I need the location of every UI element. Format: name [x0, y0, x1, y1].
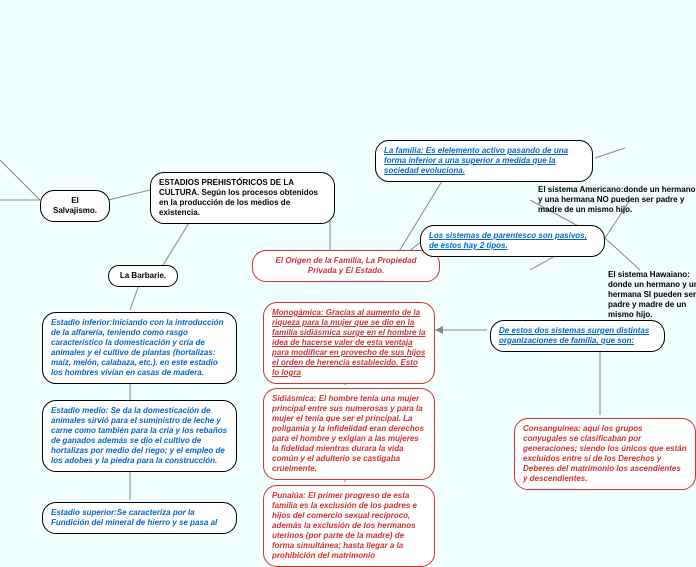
label: Estadio medio: Se da la domesticación de… [51, 406, 227, 465]
node-sistemas[interactable]: Los sistemas de parentesco son pasivos, … [420, 225, 605, 257]
label: Los sistemas de parentesco son pasivos, … [429, 231, 587, 250]
node-sidiasmica[interactable]: Sidiásmica: El hombre tenía una mujer pr… [263, 388, 435, 480]
concept-map: El Salvajismo. ESTADIOS PREHISTÓRICOS DE… [0, 0, 696, 520]
label: La Barbarie. [120, 271, 166, 280]
node-medio[interactable]: Estadio medio: Se da la domesticación de… [42, 400, 237, 472]
node-inferior[interactable]: Estadio inferior:Iniciando con la introd… [42, 312, 237, 384]
node-consanguinea[interactable]: Consanguínea: aquí los grupos conyugales… [514, 418, 696, 490]
label: El Origen de la Familia, La Propiedad Pr… [276, 256, 417, 275]
node-barbarie[interactable]: La Barbarie. [108, 265, 178, 287]
node-origen[interactable]: El Origen de la Familia, La Propiedad Pr… [252, 250, 440, 282]
label: Consanguínea: aquí los grupos conyugales… [523, 424, 687, 483]
label: ESTADIOS PREHISTÓRICOS DE LA CULTURA. Se… [159, 178, 318, 217]
node-salvajismo[interactable]: El Salvajismo. [40, 190, 110, 222]
label: De estos dos sistemas surgen distintas o… [499, 326, 649, 345]
label: La familia: Es elelemento activo pasando… [384, 146, 568, 175]
node-superior[interactable]: Estadio superior:Se caracteriza por la F… [42, 502, 237, 534]
label: El sistema Americano:donde un hermano y … [538, 185, 696, 214]
node-americano[interactable]: El sistema Americano:donde un hermano y … [530, 180, 696, 220]
node-estadios[interactable]: ESTADIOS PREHISTÓRICOS DE LA CULTURA. Se… [150, 172, 335, 224]
node-hawaiano[interactable]: El sistema Hawaiano: donde un hermano y … [600, 265, 696, 325]
label: El sistema Hawaiano: donde un hermano y … [608, 270, 696, 319]
node-monogamica[interactable]: Monogámica: Gracias al aumento de la riq… [263, 302, 435, 384]
node-familia[interactable]: La familia: Es elelemento activo pasando… [375, 140, 593, 182]
label: Estadio superior:Se caracteriza por la F… [51, 508, 217, 527]
node-deestos[interactable]: De estos dos sistemas surgen distintas o… [490, 320, 665, 352]
label: Punalúa: El primer progreso de esta fami… [272, 491, 417, 560]
label: Sidiásmica: El hombre tenía una mujer pr… [272, 394, 424, 473]
label: Monogámica: Gracias al aumento de la riq… [272, 308, 425, 377]
label: El Salvajismo. [53, 196, 97, 215]
label: Estadio inferior:Iniciando con la introd… [51, 318, 223, 377]
node-punalua[interactable]: Punalúa: El primer progreso de esta fami… [263, 485, 435, 567]
